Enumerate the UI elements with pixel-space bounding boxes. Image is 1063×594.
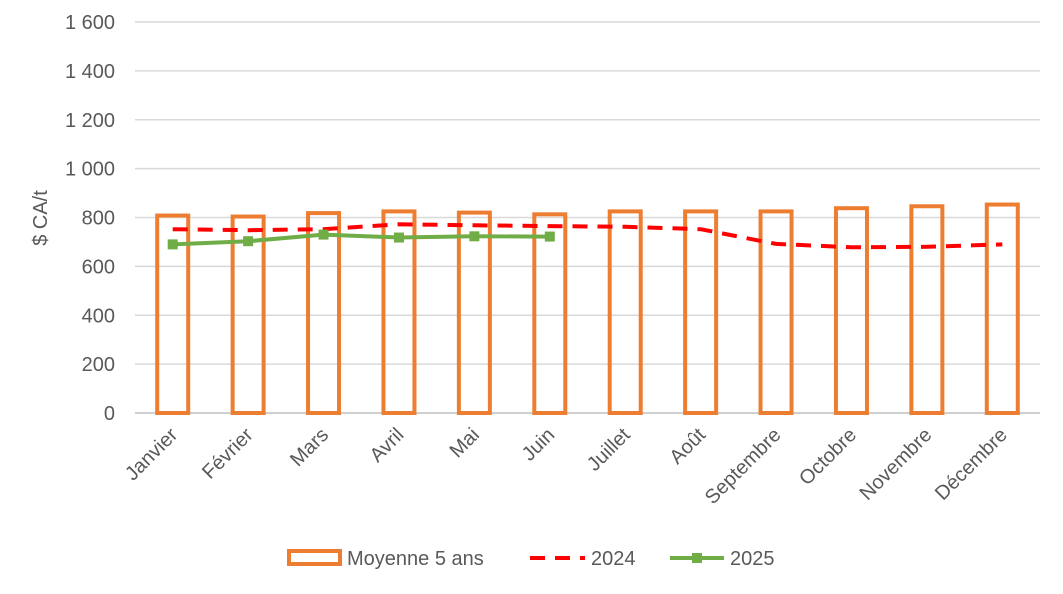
x-tick-label: Janvier [121, 424, 182, 485]
x-tick-label: Décembre [931, 424, 1012, 505]
x-tick-label: Juillet [583, 424, 635, 476]
lines [167, 222, 1003, 250]
gridlines [135, 21, 1040, 414]
y-tick-label: 400 [82, 305, 115, 327]
legend-swatch-moyenne-5-ans [287, 549, 342, 566]
bar-moyenne-5-ans [758, 209, 794, 415]
x-tick-label: Novembre [856, 424, 937, 505]
x-tick-label: Octobre [795, 424, 861, 490]
y-tick-label: 200 [82, 354, 115, 376]
y-tick-label: 1 200 [65, 110, 115, 132]
x-tick-label: Août [666, 424, 711, 469]
marker-2025 [544, 231, 555, 242]
y-axis-label: $ CA/t [30, 190, 52, 246]
bar-moyenne-5-ans [532, 212, 568, 415]
x-tick-label: Juin [518, 424, 560, 466]
y-tick-label: 800 [82, 208, 115, 230]
y-tick-label: 0 [104, 403, 115, 425]
y-tick-label: 1 400 [65, 61, 115, 83]
y-tick-label: 1 600 [65, 12, 115, 34]
bar-moyenne-5-ans [607, 209, 643, 415]
legend-marker-2025 [692, 553, 702, 563]
bar-moyenne-5-ans [306, 211, 342, 415]
bar-moyenne-5-ans [456, 210, 492, 415]
bar-moyenne-5-ans [833, 206, 869, 415]
legend-label-2025: 2025 [730, 548, 775, 570]
x-tick-label: Septembre [701, 424, 786, 509]
bar-moyenne-5-ans [909, 204, 945, 415]
x-tick-label: Mars [286, 424, 333, 471]
y-tick-label: 600 [82, 256, 115, 278]
x-tick-labels: Janvier Février Mars Avril Mai Juin Juillet Aoû… [121, 424, 1012, 509]
legend-label-moyenne-5-ans: Moyenne 5 ans [347, 548, 484, 570]
marker-2025 [318, 229, 329, 240]
bar-moyenne-5-ans [230, 214, 266, 415]
marker-2025 [167, 239, 178, 250]
bar-moyenne-5-ans [984, 202, 1020, 415]
line-2025 [172, 232, 550, 247]
legend: Moyenne 5 ans 2024 2025 [287, 548, 775, 570]
bar-moyenne-5-ans [683, 209, 719, 415]
x-tick-label: Avril [366, 424, 409, 467]
y-tick-labels: 0 200 400 600 800 1 000 1 200 1 400 1 600 [65, 12, 115, 425]
bars [155, 202, 1020, 415]
marker-2025 [243, 236, 254, 247]
x-tick-label: Mai [446, 424, 484, 462]
marker-2025 [469, 231, 480, 242]
bar-moyenne-5-ans [381, 209, 417, 415]
marker-2025 [393, 232, 404, 243]
bar-moyenne-5-ans [155, 213, 191, 415]
line-2024 [172, 222, 1003, 250]
legend-label-2024: 2024 [591, 548, 636, 570]
x-tick-label: Février [198, 424, 258, 484]
y-tick-label: 1 000 [65, 159, 115, 181]
